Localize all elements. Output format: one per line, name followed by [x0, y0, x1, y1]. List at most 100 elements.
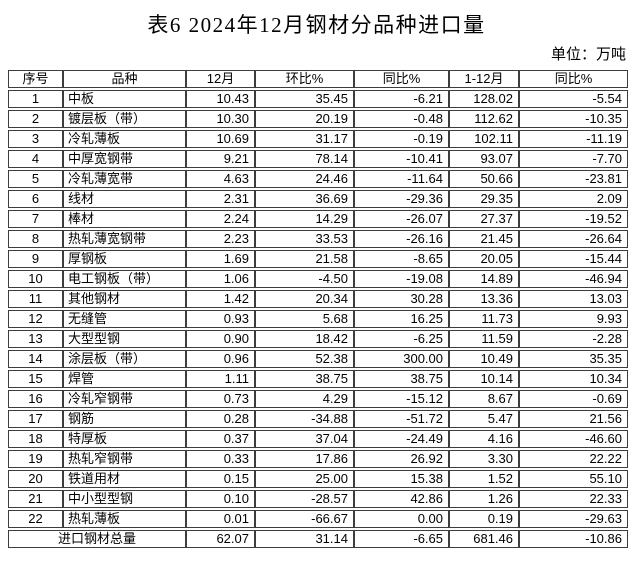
- table-row: 3 冷轧薄板 10.69 31.17 -0.19 102.11 -11.19: [8, 130, 628, 148]
- mom-value-cell: 35.45: [255, 90, 354, 108]
- yoy-value-cell: -6.25: [354, 330, 449, 348]
- mom-value-cell: 78.14: [255, 150, 354, 168]
- jan-dec-value-cell: 20.05: [449, 250, 519, 268]
- december-value-cell: 10.43: [186, 90, 255, 108]
- jan-dec-value-cell: 8.67: [449, 390, 519, 408]
- yoy2-value-cell: -0.69: [519, 390, 628, 408]
- variety-cell: 其他钢材: [63, 290, 186, 308]
- table-row: 10 电工钢板（带） 1.06 -4.50 -19.08 14.89 -46.94: [8, 270, 628, 288]
- mom-value-cell: 5.68: [255, 310, 354, 328]
- steel-import-table: 序号 品种 12月 环比% 同比% 1-12月 同比% 1 中板 10.43 35.4…: [8, 68, 628, 550]
- jan-dec-value-cell: 50.66: [449, 170, 519, 188]
- variety-cell: 电工钢板（带）: [63, 270, 186, 288]
- mom-value-cell: -4.50: [255, 270, 354, 288]
- seq-no-cell: 5: [8, 170, 63, 188]
- jan-dec-value-cell: 128.02: [449, 90, 519, 108]
- yoy-value-cell: -24.49: [354, 430, 449, 448]
- seq-no-cell: 1: [8, 90, 63, 108]
- variety-cell: 镀层板（带）: [63, 110, 186, 128]
- jan-dec-value-cell: 93.07: [449, 150, 519, 168]
- jan-dec-value-cell: 11.59: [449, 330, 519, 348]
- variety-cell: 铁道用材: [63, 470, 186, 488]
- header-seq-no: 序号: [8, 70, 63, 88]
- december-value-cell: 0.90: [186, 330, 255, 348]
- yoy-value-cell: -51.72: [354, 410, 449, 428]
- table-body: 1 中板 10.43 35.45 -6.21 128.02 -5.54 2 镀层板（带） 10.3…: [8, 90, 628, 528]
- variety-cell: 特厚板: [63, 430, 186, 448]
- december-value-cell: 0.01: [186, 510, 255, 528]
- december-value-cell: 0.28: [186, 410, 255, 428]
- table-row: 7 棒材 2.24 14.29 -26.07 27.37 -19.52: [8, 210, 628, 228]
- mom-value-cell: 52.38: [255, 350, 354, 368]
- total-december-cell: 62.07: [186, 530, 255, 548]
- variety-cell: 中板: [63, 90, 186, 108]
- mom-value-cell: 17.86: [255, 450, 354, 468]
- mom-value-cell: 20.19: [255, 110, 354, 128]
- december-value-cell: 1.06: [186, 270, 255, 288]
- yoy2-value-cell: -7.70: [519, 150, 628, 168]
- yoy2-value-cell: 22.22: [519, 450, 628, 468]
- december-value-cell: 10.69: [186, 130, 255, 148]
- mom-value-cell: 37.04: [255, 430, 354, 448]
- table-row: 20 铁道用材 0.15 25.00 15.38 1.52 55.10: [8, 470, 628, 488]
- yoy2-value-cell: -19.52: [519, 210, 628, 228]
- december-value-cell: 1.69: [186, 250, 255, 268]
- december-value-cell: 4.63: [186, 170, 255, 188]
- variety-cell: 冷轧薄宽带: [63, 170, 186, 188]
- yoy-value-cell: -26.07: [354, 210, 449, 228]
- header-variety: 品种: [63, 70, 186, 88]
- december-value-cell: 2.31: [186, 190, 255, 208]
- variety-cell: 热轧薄板: [63, 510, 186, 528]
- header-row: 序号 品种 12月 环比% 同比% 1-12月 同比%: [8, 70, 628, 88]
- yoy2-value-cell: 55.10: [519, 470, 628, 488]
- jan-dec-value-cell: 4.16: [449, 430, 519, 448]
- yoy-value-cell: -6.21: [354, 90, 449, 108]
- yoy-value-cell: 26.92: [354, 450, 449, 468]
- table-row: 6 线材 2.31 36.69 -29.36 29.35 2.09: [8, 190, 628, 208]
- total-yoy2-cell: -10.86: [519, 530, 628, 548]
- mom-value-cell: 38.75: [255, 370, 354, 388]
- variety-cell: 冷轧薄板: [63, 130, 186, 148]
- yoy-value-cell: -10.41: [354, 150, 449, 168]
- header-yoy2-pct: 同比%: [519, 70, 628, 88]
- header-jan-dec: 1-12月: [449, 70, 519, 88]
- seq-no-cell: 20: [8, 470, 63, 488]
- yoy-value-cell: -26.16: [354, 230, 449, 248]
- yoy2-value-cell: -26.64: [519, 230, 628, 248]
- december-value-cell: 0.33: [186, 450, 255, 468]
- yoy2-value-cell: -11.19: [519, 130, 628, 148]
- jan-dec-value-cell: 11.73: [449, 310, 519, 328]
- variety-cell: 热轧薄宽钢带: [63, 230, 186, 248]
- mom-value-cell: 21.58: [255, 250, 354, 268]
- yoy2-value-cell: 13.03: [519, 290, 628, 308]
- yoy2-value-cell: -29.63: [519, 510, 628, 528]
- total-jan-dec-cell: 681.46: [449, 530, 519, 548]
- yoy-value-cell: 16.25: [354, 310, 449, 328]
- variety-cell: 厚钢板: [63, 250, 186, 268]
- mom-value-cell: 14.29: [255, 210, 354, 228]
- jan-dec-value-cell: 1.26: [449, 490, 519, 508]
- december-value-cell: 0.93: [186, 310, 255, 328]
- seq-no-cell: 7: [8, 210, 63, 228]
- december-value-cell: 10.30: [186, 110, 255, 128]
- mom-value-cell: -28.57: [255, 490, 354, 508]
- yoy2-value-cell: -23.81: [519, 170, 628, 188]
- yoy-value-cell: 15.38: [354, 470, 449, 488]
- header-yoy-pct: 同比%: [354, 70, 449, 88]
- yoy2-value-cell: -15.44: [519, 250, 628, 268]
- mom-value-cell: 31.17: [255, 130, 354, 148]
- table-row: 9 厚钢板 1.69 21.58 -8.65 20.05 -15.44: [8, 250, 628, 268]
- table-row: 15 焊管 1.11 38.75 38.75 10.14 10.34: [8, 370, 628, 388]
- yoy-value-cell: 30.28: [354, 290, 449, 308]
- yoy2-value-cell: 9.93: [519, 310, 628, 328]
- table-row: 17 钢筋 0.28 -34.88 -51.72 5.47 21.56: [8, 410, 628, 428]
- jan-dec-value-cell: 13.36: [449, 290, 519, 308]
- seq-no-cell: 17: [8, 410, 63, 428]
- seq-no-cell: 2: [8, 110, 63, 128]
- jan-dec-value-cell: 21.45: [449, 230, 519, 248]
- seq-no-cell: 12: [8, 310, 63, 328]
- yoy-value-cell: -11.64: [354, 170, 449, 188]
- seq-no-cell: 18: [8, 430, 63, 448]
- table-row: 21 中小型型钢 0.10 -28.57 42.86 1.26 22.33: [8, 490, 628, 508]
- yoy-value-cell: -8.65: [354, 250, 449, 268]
